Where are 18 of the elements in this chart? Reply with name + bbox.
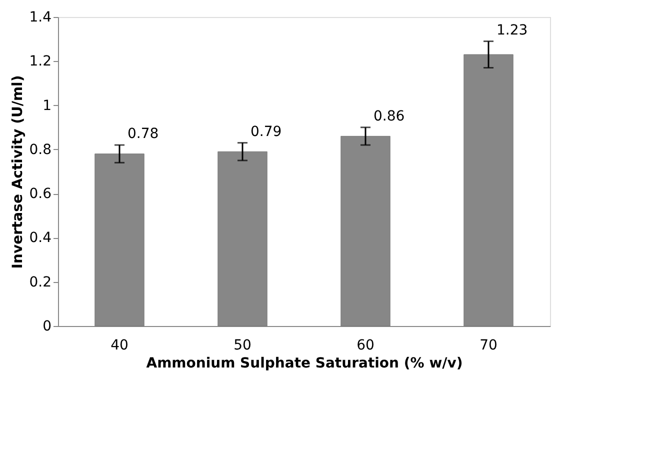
x-axis-title: Ammonium Sulphate Saturation (% w/v): [146, 356, 463, 372]
y-tick-label: 0.8: [29, 142, 52, 158]
y-tick-label: 0.6: [29, 186, 52, 202]
y-tick-label: 1: [42, 98, 52, 114]
y-tick-label: 0: [42, 318, 52, 334]
data-label: 0.78: [128, 126, 159, 142]
y-tick-label: 1.4: [29, 10, 52, 26]
y-axis-title: Invertase Activity (U/ml): [10, 75, 26, 269]
x-tick-label: 70: [480, 338, 498, 354]
y-tick-label: 0.4: [29, 230, 52, 246]
data-label: 0.79: [250, 124, 282, 140]
x-tick-label: 40: [110, 338, 128, 354]
data-label: 1.23: [496, 22, 528, 38]
y-tick-label: 1.2: [29, 54, 52, 70]
x-tick-label: 60: [356, 338, 374, 354]
y-tick-label: 0.2: [29, 274, 52, 290]
data-label: 0.86: [374, 108, 405, 124]
x-tick-label: 50: [234, 338, 252, 354]
